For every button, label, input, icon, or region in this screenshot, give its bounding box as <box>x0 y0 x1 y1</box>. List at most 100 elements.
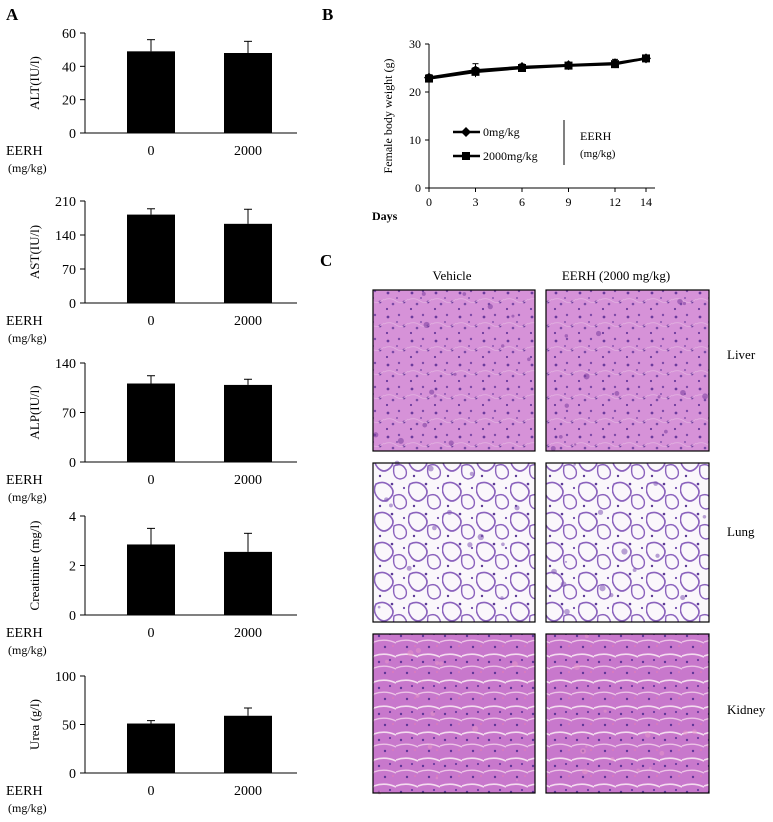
cell-detail <box>564 403 569 408</box>
cell-detail <box>648 766 652 770</box>
bar <box>127 544 175 615</box>
y-tick-label: 70 <box>62 263 76 278</box>
cell-detail <box>385 659 389 664</box>
x-tick-label: 0 <box>426 195 432 209</box>
category-label: 2000 <box>234 314 262 329</box>
cell-detail <box>680 389 686 396</box>
group-label-unit: (mg/kg) <box>8 331 47 345</box>
cell-detail <box>469 471 474 476</box>
cell-detail <box>515 779 519 782</box>
cell-detail <box>429 389 435 395</box>
group-label-eerh: EERH <box>6 626 43 641</box>
bar <box>224 53 272 133</box>
data-point <box>564 61 573 70</box>
cell-detail <box>432 525 437 531</box>
cell-detail <box>573 663 581 671</box>
micrograph-kidney <box>545 633 710 794</box>
y-tick-label: 140 <box>55 229 76 244</box>
panel-c-histology: Vehicle EERH (2000 mg/kg) Liver Lung Kidney <box>372 268 766 795</box>
cell-detail <box>448 440 454 446</box>
y-tick-label: 140 <box>55 357 76 372</box>
cell-detail <box>512 661 518 667</box>
y-tick-label: 0 <box>69 767 76 782</box>
category-label: 0 <box>148 473 155 488</box>
cell-detail <box>702 393 708 400</box>
bar-chart-2: 0 70 140 210 AST(IU/l) 0 2000 EERH (mg/kg) <box>6 195 297 345</box>
cell-detail <box>427 465 434 472</box>
micrograph-border <box>372 633 536 794</box>
y-tick-label: 20 <box>409 85 421 99</box>
row-label-liver: Liver <box>727 347 756 362</box>
cell-detail <box>692 729 697 735</box>
y-axis-label: ALT(IU/l) <box>27 56 42 110</box>
cell-detail <box>511 314 515 318</box>
panel-label-b: B <box>322 5 333 24</box>
cell-detail <box>397 437 404 444</box>
y-tick-label: 10 <box>409 133 421 147</box>
cell-detail <box>430 711 436 716</box>
cell-detail <box>388 503 393 508</box>
x-tick-label: 3 <box>473 195 479 209</box>
micrograph-border <box>372 289 536 452</box>
legend-title: EERH <box>580 129 612 143</box>
y-tick-label: 30 <box>409 37 421 51</box>
cell-detail <box>597 509 604 515</box>
cell-detail <box>558 434 563 439</box>
cell-detail <box>420 680 423 683</box>
bar <box>224 551 272 615</box>
bar <box>224 715 272 773</box>
y-tick-label: 40 <box>62 60 76 75</box>
bar <box>224 384 272 462</box>
cell-detail <box>659 750 665 756</box>
y-tick-label: 0 <box>69 456 76 471</box>
cell-detail <box>501 542 505 547</box>
y-tick-label: 0 <box>69 127 76 142</box>
cell-detail <box>550 446 556 452</box>
group-label-unit: (mg/kg) <box>8 161 47 175</box>
cell-detail <box>655 553 660 558</box>
micrograph-border <box>545 462 710 623</box>
bar-chart-5: 0 50 100 Urea (g/l) 0 2000 EERH (mg/kg) <box>6 670 297 815</box>
bar <box>127 51 175 134</box>
legend-marker <box>461 127 471 137</box>
cell-detail <box>653 481 659 486</box>
cell-detail <box>427 744 433 750</box>
category-label: 0 <box>148 144 155 159</box>
legend-marker <box>462 152 470 160</box>
micrograph-fill <box>373 290 535 451</box>
x-axis-label: Days <box>372 209 398 223</box>
cell-detail <box>433 394 437 398</box>
cell-detail <box>621 548 628 555</box>
cell-detail <box>603 709 607 713</box>
y-tick-label: 20 <box>62 94 76 109</box>
micrograph-border <box>545 633 710 794</box>
category-label: 0 <box>148 626 155 641</box>
cell-detail <box>609 593 614 598</box>
cell-detail <box>421 291 426 296</box>
y-axis-label: AST(IU/l) <box>27 225 42 279</box>
row-label-kidney: Kidney <box>727 702 766 717</box>
cell-detail <box>677 298 683 305</box>
panel-label-c: C <box>320 251 332 270</box>
category-label: 2000 <box>234 473 262 488</box>
bar <box>127 383 175 462</box>
bar-chart-1: 0 20 40 60 ALT(IU/l) 0 2000 EERH (mg/kg) <box>6 27 297 175</box>
category-label: 2000 <box>234 784 262 799</box>
micrograph-border <box>545 289 710 452</box>
y-tick-label: 210 <box>55 195 76 210</box>
group-label-eerh: EERH <box>6 473 43 488</box>
cell-detail <box>636 768 640 772</box>
cell-detail <box>472 725 479 732</box>
group-label-eerh: EERH <box>6 314 43 329</box>
group-label-unit: (mg/kg) <box>8 801 47 815</box>
y-tick-label: 60 <box>62 27 76 42</box>
y-tick-label: 70 <box>62 407 76 422</box>
cell-detail <box>560 581 567 588</box>
micrograph-fill <box>373 463 535 622</box>
cell-detail <box>584 634 589 639</box>
cell-detail <box>501 344 505 348</box>
micrograph-kidney <box>372 633 536 795</box>
cell-detail <box>582 768 588 775</box>
cell-detail <box>373 432 379 438</box>
micrograph-fill <box>546 634 709 793</box>
